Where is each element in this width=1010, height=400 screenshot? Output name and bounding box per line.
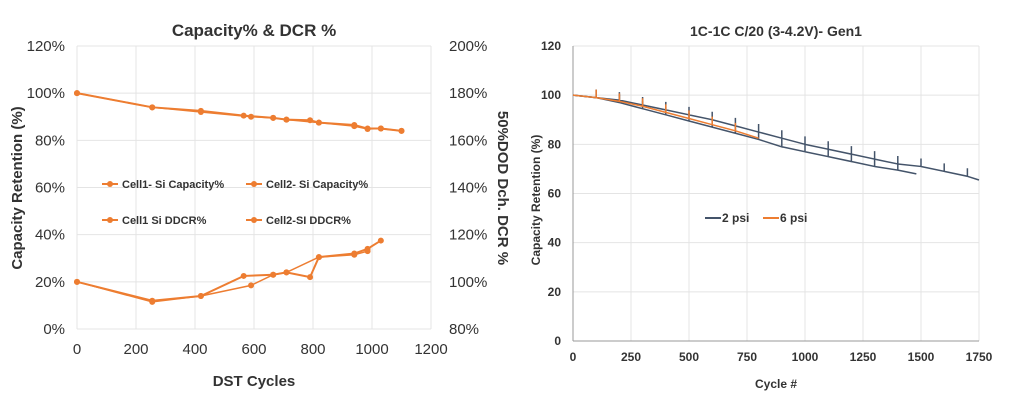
y-tick-label: 20% bbox=[35, 274, 65, 291]
data-point bbox=[74, 90, 80, 97]
y-tick-label: 120% bbox=[27, 38, 65, 55]
y-tick-label: 60% bbox=[35, 180, 65, 197]
data-point bbox=[283, 269, 290, 276]
y-tick-label: 60 bbox=[548, 187, 562, 201]
data-point bbox=[270, 271, 277, 278]
data-point bbox=[197, 109, 204, 116]
data-point bbox=[248, 113, 255, 120]
y-tick-label: 80 bbox=[548, 137, 562, 151]
legend-marker bbox=[251, 217, 257, 223]
data-point bbox=[351, 123, 358, 130]
y-tick-label: 0 bbox=[554, 334, 561, 348]
x-tick-label: 1000 bbox=[792, 350, 819, 364]
x-tick-label: 800 bbox=[300, 341, 325, 358]
series-line bbox=[76, 250, 368, 303]
x-tick-label: 500 bbox=[679, 350, 699, 364]
y2-tick-label: 200% bbox=[449, 38, 487, 55]
legend-label: Cell1- Si Capacity% bbox=[122, 179, 224, 191]
x-tick-label: 1000 bbox=[355, 341, 388, 358]
x-tick-label: 600 bbox=[241, 341, 266, 358]
x-tick-label: 1200 bbox=[414, 341, 447, 358]
y-axis-label: Capacity Retention (%) bbox=[529, 135, 543, 266]
y2-tick-label: 120% bbox=[449, 227, 487, 244]
data-point bbox=[315, 254, 322, 261]
x-tick-label: 750 bbox=[737, 350, 757, 364]
data-point bbox=[351, 251, 358, 258]
legend-label: 2 psi bbox=[722, 211, 749, 225]
y-tick-label: 0% bbox=[43, 321, 65, 338]
data-point bbox=[240, 272, 247, 279]
data-point bbox=[377, 237, 384, 244]
legend-marker bbox=[107, 181, 113, 187]
y-tick-label: 80% bbox=[35, 132, 65, 149]
y2-tick-label: 180% bbox=[449, 85, 487, 102]
legend-label: Cell2- Si Capacity% bbox=[266, 179, 368, 191]
series-line bbox=[572, 89, 759, 139]
legend-marker bbox=[107, 217, 113, 223]
y2-tick-label: 100% bbox=[449, 274, 487, 291]
y-tick-label: 40 bbox=[548, 236, 562, 250]
legend-label: 6 psi bbox=[780, 211, 807, 225]
data-point bbox=[364, 126, 371, 133]
x-tick-label: 1250 bbox=[850, 350, 877, 364]
legend-label: Cell2-SI DDCR% bbox=[266, 215, 351, 227]
data-point bbox=[74, 278, 80, 285]
legend-marker bbox=[251, 181, 257, 187]
y2-axis-label: 50%DOD Dch. DCR % bbox=[494, 111, 511, 265]
x-tick-label: 200 bbox=[123, 341, 148, 358]
y2-tick-label: 140% bbox=[449, 180, 487, 197]
y-tick-label: 20 bbox=[548, 285, 562, 299]
data-point bbox=[248, 282, 255, 289]
legend-label: Cell1 Si DDCR% bbox=[122, 215, 207, 227]
y-tick-label: 40% bbox=[35, 227, 65, 244]
data-point bbox=[283, 116, 290, 123]
y-tick-label: 120 bbox=[541, 39, 561, 53]
data-point bbox=[197, 292, 204, 299]
data-point bbox=[149, 298, 156, 305]
x-tick-label: 1500 bbox=[908, 350, 935, 364]
data-point bbox=[270, 114, 277, 121]
x-tick-label: 400 bbox=[182, 341, 207, 358]
series-line bbox=[572, 89, 980, 181]
chart-title: Capacity% & DCR % bbox=[172, 21, 336, 40]
y2-tick-label: 80% bbox=[449, 321, 479, 338]
series-line bbox=[76, 239, 382, 302]
data-point bbox=[398, 127, 405, 134]
y2-tick-label: 160% bbox=[449, 132, 487, 149]
y-axis-label: Capacity Retention (%) bbox=[9, 106, 26, 269]
x-axis-label: Cycle # bbox=[755, 377, 797, 391]
y-tick-label: 100 bbox=[541, 88, 561, 102]
chart-title: 1C-1C C/20 (3-4.2V)- Gen1 bbox=[690, 23, 862, 39]
x-tick-label: 1750 bbox=[966, 350, 993, 364]
data-point bbox=[364, 248, 371, 255]
data-point bbox=[307, 274, 314, 281]
data-point bbox=[377, 125, 384, 132]
x-tick-label: 250 bbox=[621, 350, 641, 364]
y-tick-label: 100% bbox=[27, 85, 65, 102]
data-point bbox=[315, 119, 322, 126]
x-axis-label: DST Cycles bbox=[213, 373, 296, 390]
x-tick-label: 0 bbox=[570, 350, 577, 364]
data-point bbox=[149, 104, 156, 111]
x-tick-label: 0 bbox=[73, 341, 81, 358]
